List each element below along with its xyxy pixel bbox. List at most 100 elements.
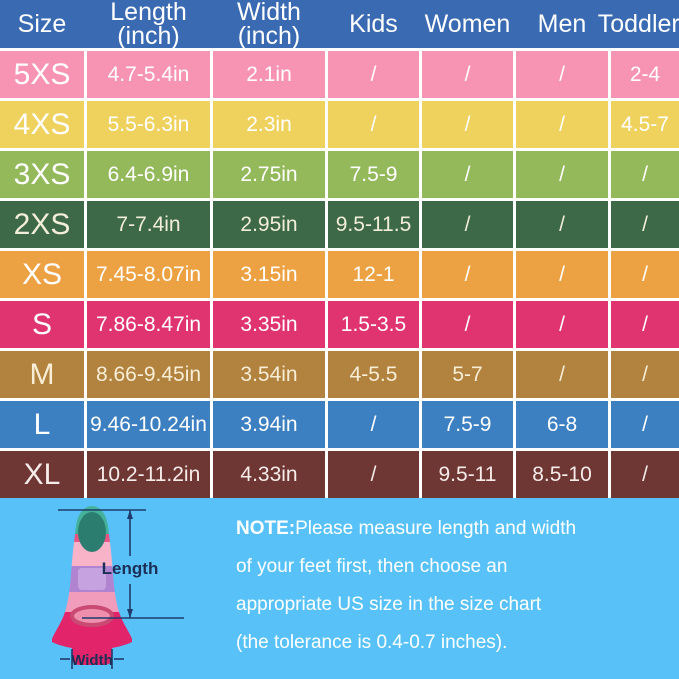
cell-length: 7-7.4in xyxy=(87,201,210,248)
cell-women: 9.5-11 xyxy=(422,451,513,498)
fin-foot-pocket xyxy=(70,605,114,627)
cell-width: 2.95in xyxy=(213,201,325,248)
cell-women: / xyxy=(422,101,513,148)
length-label: Length xyxy=(102,559,159,578)
table-row: L 9.46-10.24in 3.94in/7.5-9 6-8/ xyxy=(0,401,679,448)
cell-women: / xyxy=(422,201,513,248)
length-arrow-up xyxy=(127,510,133,519)
fin-illustration: Length Width xyxy=(34,502,214,679)
table-row: 4XS 5.5-6.3in 2.3in / //4.5-7 xyxy=(0,101,679,148)
header-men-label: Men xyxy=(537,10,587,38)
cell-length: 8.66-9.45in xyxy=(87,351,210,398)
cell-women: 5-7 xyxy=(422,351,513,398)
cell-width: 3.35in xyxy=(213,301,325,348)
bottom-note-section: Length Width NOTE:Please measure length … xyxy=(0,498,679,679)
cell-size: XS xyxy=(0,251,84,298)
table-row: 5XS 4.7-5.4in 2.1in / //2-4 xyxy=(0,51,679,98)
cell-toddlers: / xyxy=(611,251,679,298)
cell-length: 7.86-8.47in xyxy=(87,301,210,348)
header-women-label: Women xyxy=(424,10,511,38)
fin-body xyxy=(52,506,132,665)
cell-kids: / xyxy=(328,451,419,498)
cell-size: 5XS xyxy=(0,51,84,98)
cell-length: 5.5-6.3in xyxy=(87,101,210,148)
cell-kids: 7.5-9 xyxy=(328,151,419,198)
cell-men: / xyxy=(516,51,608,98)
cell-toddlers: 4.5-7 xyxy=(611,101,679,148)
cell-size: XL xyxy=(0,451,84,498)
header-women: Women xyxy=(422,0,513,48)
cell-kids: 1.5-3.5 xyxy=(328,301,419,348)
cell-men: / xyxy=(516,101,608,148)
cell-kids: 12-1 xyxy=(328,251,419,298)
header-length: Length (inch) xyxy=(87,0,210,50)
cell-length: 10.2-11.2in xyxy=(87,451,210,498)
cell-size: S xyxy=(0,301,84,348)
cell-men: / xyxy=(516,251,608,298)
table-row: 3XS 6.4-6.9in 2.75in 7.5-9// / xyxy=(0,151,679,198)
header-men: Men xyxy=(516,0,608,48)
cell-kids: / xyxy=(328,51,419,98)
cell-size: L xyxy=(0,401,84,448)
header-width-unit: (inch) xyxy=(237,22,301,50)
cell-toddlers: / xyxy=(611,301,679,348)
cell-toddlers: / xyxy=(611,401,679,448)
cell-size: 3XS xyxy=(0,151,84,198)
note-line: (the tolerance is 0.4-0.7 inches). xyxy=(236,632,508,653)
length-arrow-down xyxy=(127,609,133,618)
cell-width: 2.75in xyxy=(213,151,325,198)
note-line: appropriate US size in the size chart xyxy=(236,594,542,615)
table-row: S 7.86-8.47in 3.35in 1.5-3.5// / xyxy=(0,301,679,348)
header-width-label: Width xyxy=(237,0,301,26)
width-dimension-lines xyxy=(60,649,124,669)
cell-men: 8.5-10 xyxy=(516,451,608,498)
cell-size: M xyxy=(0,351,84,398)
header-length-unit: (inch) xyxy=(117,22,180,50)
header-kids-label: Kids xyxy=(349,10,398,38)
cell-women: / xyxy=(422,251,513,298)
cell-women: / xyxy=(422,301,513,348)
cell-men: / xyxy=(516,201,608,248)
cell-length: 4.7-5.4in xyxy=(87,51,210,98)
header-size-label: Size xyxy=(17,10,67,38)
note-line: of your feet first, then choose an xyxy=(236,556,508,577)
cell-toddlers: / xyxy=(611,351,679,398)
fin-diagram-svg: Length Width xyxy=(52,506,184,669)
header-kids: Kids xyxy=(328,0,419,48)
note-text: NOTE:Please measure length and width of … xyxy=(236,510,656,662)
cell-kids: 9.5-11.5 xyxy=(328,201,419,248)
note-label: NOTE: xyxy=(236,518,296,539)
header-toddlers: Toddlers xyxy=(598,0,679,48)
cell-width: 3.94in xyxy=(213,401,325,448)
cell-length: 7.45-8.07in xyxy=(87,251,210,298)
cell-width: 4.33in xyxy=(213,451,325,498)
header-toddlers-label: Toddlers xyxy=(597,10,679,38)
width-label: Width xyxy=(71,652,113,669)
cell-women: / xyxy=(422,51,513,98)
table-row: 2XS 7-7.4in 2.95in 9.5-11.5// / xyxy=(0,201,679,248)
cell-kids: 4-5.5 xyxy=(328,351,419,398)
cell-width: 3.54in xyxy=(213,351,325,398)
cell-length: 9.46-10.24in xyxy=(87,401,210,448)
cell-toddlers: / xyxy=(611,151,679,198)
cell-size: 4XS xyxy=(0,101,84,148)
cell-women: 7.5-9 xyxy=(422,401,513,448)
header-size: Size xyxy=(0,0,84,48)
cell-kids: / xyxy=(328,401,419,448)
cell-width: 3.15in xyxy=(213,251,325,298)
cell-women: / xyxy=(422,151,513,198)
cell-kids: / xyxy=(328,101,419,148)
cell-men: / xyxy=(516,151,608,198)
cell-toddlers: / xyxy=(611,451,679,498)
header-length-label: Length xyxy=(110,0,187,26)
cell-size: 2XS xyxy=(0,201,84,248)
table-row: XL 10.2-11.2in 4.33in/9.5-11 8.5-10/ xyxy=(0,451,679,498)
cell-width: 2.3in xyxy=(213,101,325,148)
fin-toe-opening xyxy=(78,512,106,552)
table-header-row: Size Length (inch) Width (inch) Kids Wom… xyxy=(0,0,679,50)
note-line: NOTE:Please measure length and width xyxy=(236,518,577,539)
cell-men: / xyxy=(516,351,608,398)
table-row: M 8.66-9.45in 3.54in 4-5.5 5-7// xyxy=(0,351,679,398)
cell-men: / xyxy=(516,301,608,348)
